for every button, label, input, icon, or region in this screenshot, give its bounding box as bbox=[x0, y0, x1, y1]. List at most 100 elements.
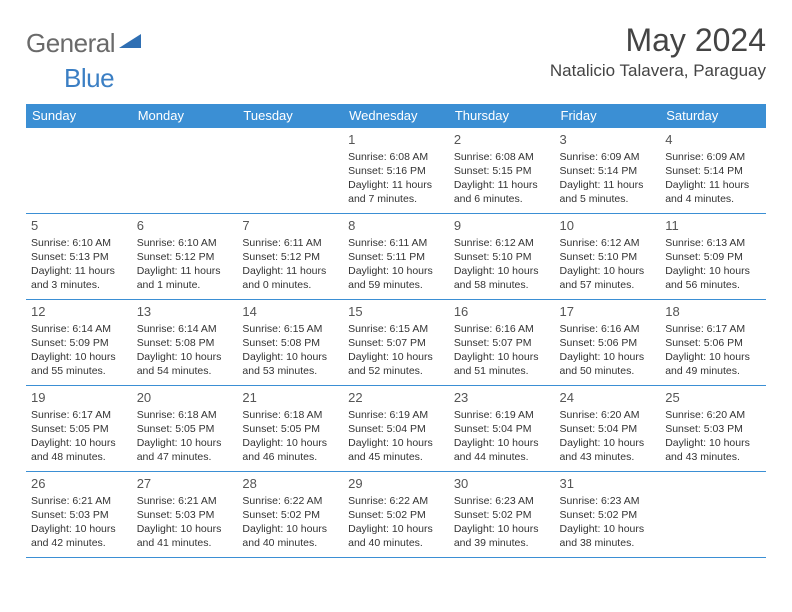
day-number: 18 bbox=[665, 303, 761, 321]
calendar-day-cell: 5Sunrise: 6:10 AMSunset: 5:13 PMDaylight… bbox=[26, 214, 132, 300]
daylight-line: Daylight: 10 hours and 57 minutes. bbox=[560, 264, 656, 292]
sunrise-line: Sunrise: 6:16 AM bbox=[454, 322, 550, 336]
sunset-line: Sunset: 5:15 PM bbox=[454, 164, 550, 178]
daylight-line: Daylight: 11 hours and 3 minutes. bbox=[31, 264, 127, 292]
daylight-line: Daylight: 10 hours and 49 minutes. bbox=[665, 350, 761, 378]
calendar-day-cell: 19Sunrise: 6:17 AMSunset: 5:05 PMDayligh… bbox=[26, 386, 132, 472]
calendar-day-cell: 2Sunrise: 6:08 AMSunset: 5:15 PMDaylight… bbox=[449, 128, 555, 214]
sunset-line: Sunset: 5:07 PM bbox=[454, 336, 550, 350]
calendar-week-row: 5Sunrise: 6:10 AMSunset: 5:13 PMDaylight… bbox=[26, 214, 766, 300]
daylight-line: Daylight: 10 hours and 50 minutes. bbox=[560, 350, 656, 378]
weekday-header: Thursday bbox=[449, 104, 555, 128]
sunset-line: Sunset: 5:02 PM bbox=[348, 508, 444, 522]
day-number: 25 bbox=[665, 389, 761, 407]
sunrise-line: Sunrise: 6:14 AM bbox=[31, 322, 127, 336]
sunset-line: Sunset: 5:13 PM bbox=[31, 250, 127, 264]
sunrise-line: Sunrise: 6:16 AM bbox=[560, 322, 656, 336]
calendar-day-cell: 11Sunrise: 6:13 AMSunset: 5:09 PMDayligh… bbox=[660, 214, 766, 300]
daylight-line: Daylight: 10 hours and 44 minutes. bbox=[454, 436, 550, 464]
sunrise-line: Sunrise: 6:19 AM bbox=[348, 408, 444, 422]
calendar-day-cell: 25Sunrise: 6:20 AMSunset: 5:03 PMDayligh… bbox=[660, 386, 766, 472]
sunrise-line: Sunrise: 6:12 AM bbox=[454, 236, 550, 250]
sunrise-line: Sunrise: 6:08 AM bbox=[454, 150, 550, 164]
sunset-line: Sunset: 5:04 PM bbox=[348, 422, 444, 436]
day-number: 17 bbox=[560, 303, 656, 321]
day-number: 12 bbox=[31, 303, 127, 321]
sunrise-line: Sunrise: 6:21 AM bbox=[137, 494, 233, 508]
daylight-line: Daylight: 11 hours and 6 minutes. bbox=[454, 178, 550, 206]
sunset-line: Sunset: 5:12 PM bbox=[137, 250, 233, 264]
weekday-header: Saturday bbox=[660, 104, 766, 128]
day-number: 19 bbox=[31, 389, 127, 407]
sunrise-line: Sunrise: 6:23 AM bbox=[454, 494, 550, 508]
day-number: 14 bbox=[242, 303, 338, 321]
sunset-line: Sunset: 5:05 PM bbox=[31, 422, 127, 436]
daylight-line: Daylight: 10 hours and 52 minutes. bbox=[348, 350, 444, 378]
sunrise-line: Sunrise: 6:20 AM bbox=[560, 408, 656, 422]
calendar-day-cell: 31Sunrise: 6:23 AMSunset: 5:02 PMDayligh… bbox=[555, 472, 661, 558]
sunset-line: Sunset: 5:10 PM bbox=[560, 250, 656, 264]
day-number: 15 bbox=[348, 303, 444, 321]
day-number: 6 bbox=[137, 217, 233, 235]
sunset-line: Sunset: 5:14 PM bbox=[665, 164, 761, 178]
daylight-line: Daylight: 10 hours and 41 minutes. bbox=[137, 522, 233, 550]
weekday-header: Sunday bbox=[26, 104, 132, 128]
daylight-line: Daylight: 10 hours and 59 minutes. bbox=[348, 264, 444, 292]
daylight-line: Daylight: 10 hours and 58 minutes. bbox=[454, 264, 550, 292]
sunrise-line: Sunrise: 6:10 AM bbox=[31, 236, 127, 250]
day-number: 4 bbox=[665, 131, 761, 149]
daylight-line: Daylight: 10 hours and 47 minutes. bbox=[137, 436, 233, 464]
calendar-day-cell: 27Sunrise: 6:21 AMSunset: 5:03 PMDayligh… bbox=[132, 472, 238, 558]
day-number: 10 bbox=[560, 217, 656, 235]
daylight-line: Daylight: 10 hours and 43 minutes. bbox=[560, 436, 656, 464]
sunrise-line: Sunrise: 6:18 AM bbox=[242, 408, 338, 422]
sunrise-line: Sunrise: 6:11 AM bbox=[348, 236, 444, 250]
day-number: 16 bbox=[454, 303, 550, 321]
calendar-day-cell: 10Sunrise: 6:12 AMSunset: 5:10 PMDayligh… bbox=[555, 214, 661, 300]
sunrise-line: Sunrise: 6:22 AM bbox=[242, 494, 338, 508]
calendar-day-cell: 30Sunrise: 6:23 AMSunset: 5:02 PMDayligh… bbox=[449, 472, 555, 558]
daylight-line: Daylight: 10 hours and 43 minutes. bbox=[665, 436, 761, 464]
sunrise-line: Sunrise: 6:09 AM bbox=[665, 150, 761, 164]
sunset-line: Sunset: 5:10 PM bbox=[454, 250, 550, 264]
day-number: 7 bbox=[242, 217, 338, 235]
weekday-header: Friday bbox=[555, 104, 661, 128]
sunset-line: Sunset: 5:03 PM bbox=[31, 508, 127, 522]
daylight-line: Daylight: 11 hours and 4 minutes. bbox=[665, 178, 761, 206]
sunset-line: Sunset: 5:05 PM bbox=[242, 422, 338, 436]
sunrise-line: Sunrise: 6:14 AM bbox=[137, 322, 233, 336]
calendar-day-cell: 6Sunrise: 6:10 AMSunset: 5:12 PMDaylight… bbox=[132, 214, 238, 300]
calendar-day-cell: 18Sunrise: 6:17 AMSunset: 5:06 PMDayligh… bbox=[660, 300, 766, 386]
sunrise-line: Sunrise: 6:15 AM bbox=[348, 322, 444, 336]
logo-text-blue: Blue bbox=[64, 63, 114, 93]
calendar-day-cell: 20Sunrise: 6:18 AMSunset: 5:05 PMDayligh… bbox=[132, 386, 238, 472]
month-title: May 2024 bbox=[550, 22, 766, 59]
sunrise-line: Sunrise: 6:11 AM bbox=[242, 236, 338, 250]
sunrise-line: Sunrise: 6:19 AM bbox=[454, 408, 550, 422]
sunrise-line: Sunrise: 6:12 AM bbox=[560, 236, 656, 250]
logo: General bbox=[26, 28, 143, 59]
day-number: 9 bbox=[454, 217, 550, 235]
sunset-line: Sunset: 5:11 PM bbox=[348, 250, 444, 264]
sunset-line: Sunset: 5:04 PM bbox=[454, 422, 550, 436]
calendar-day-cell bbox=[660, 472, 766, 558]
day-number: 28 bbox=[242, 475, 338, 493]
sunrise-line: Sunrise: 6:13 AM bbox=[665, 236, 761, 250]
sunset-line: Sunset: 5:16 PM bbox=[348, 164, 444, 178]
calendar-day-cell: 1Sunrise: 6:08 AMSunset: 5:16 PMDaylight… bbox=[343, 128, 449, 214]
sunset-line: Sunset: 5:02 PM bbox=[242, 508, 338, 522]
calendar-day-cell: 22Sunrise: 6:19 AMSunset: 5:04 PMDayligh… bbox=[343, 386, 449, 472]
sunset-line: Sunset: 5:06 PM bbox=[665, 336, 761, 350]
logo-triangle-icon bbox=[119, 32, 141, 55]
sunset-line: Sunset: 5:02 PM bbox=[454, 508, 550, 522]
calendar-day-cell: 24Sunrise: 6:20 AMSunset: 5:04 PMDayligh… bbox=[555, 386, 661, 472]
sunrise-line: Sunrise: 6:08 AM bbox=[348, 150, 444, 164]
sunset-line: Sunset: 5:08 PM bbox=[242, 336, 338, 350]
sunset-line: Sunset: 5:02 PM bbox=[560, 508, 656, 522]
day-number: 26 bbox=[31, 475, 127, 493]
sunrise-line: Sunrise: 6:09 AM bbox=[560, 150, 656, 164]
day-number: 22 bbox=[348, 389, 444, 407]
calendar-body: 1Sunrise: 6:08 AMSunset: 5:16 PMDaylight… bbox=[26, 128, 766, 558]
daylight-line: Daylight: 10 hours and 40 minutes. bbox=[242, 522, 338, 550]
daylight-line: Daylight: 10 hours and 56 minutes. bbox=[665, 264, 761, 292]
